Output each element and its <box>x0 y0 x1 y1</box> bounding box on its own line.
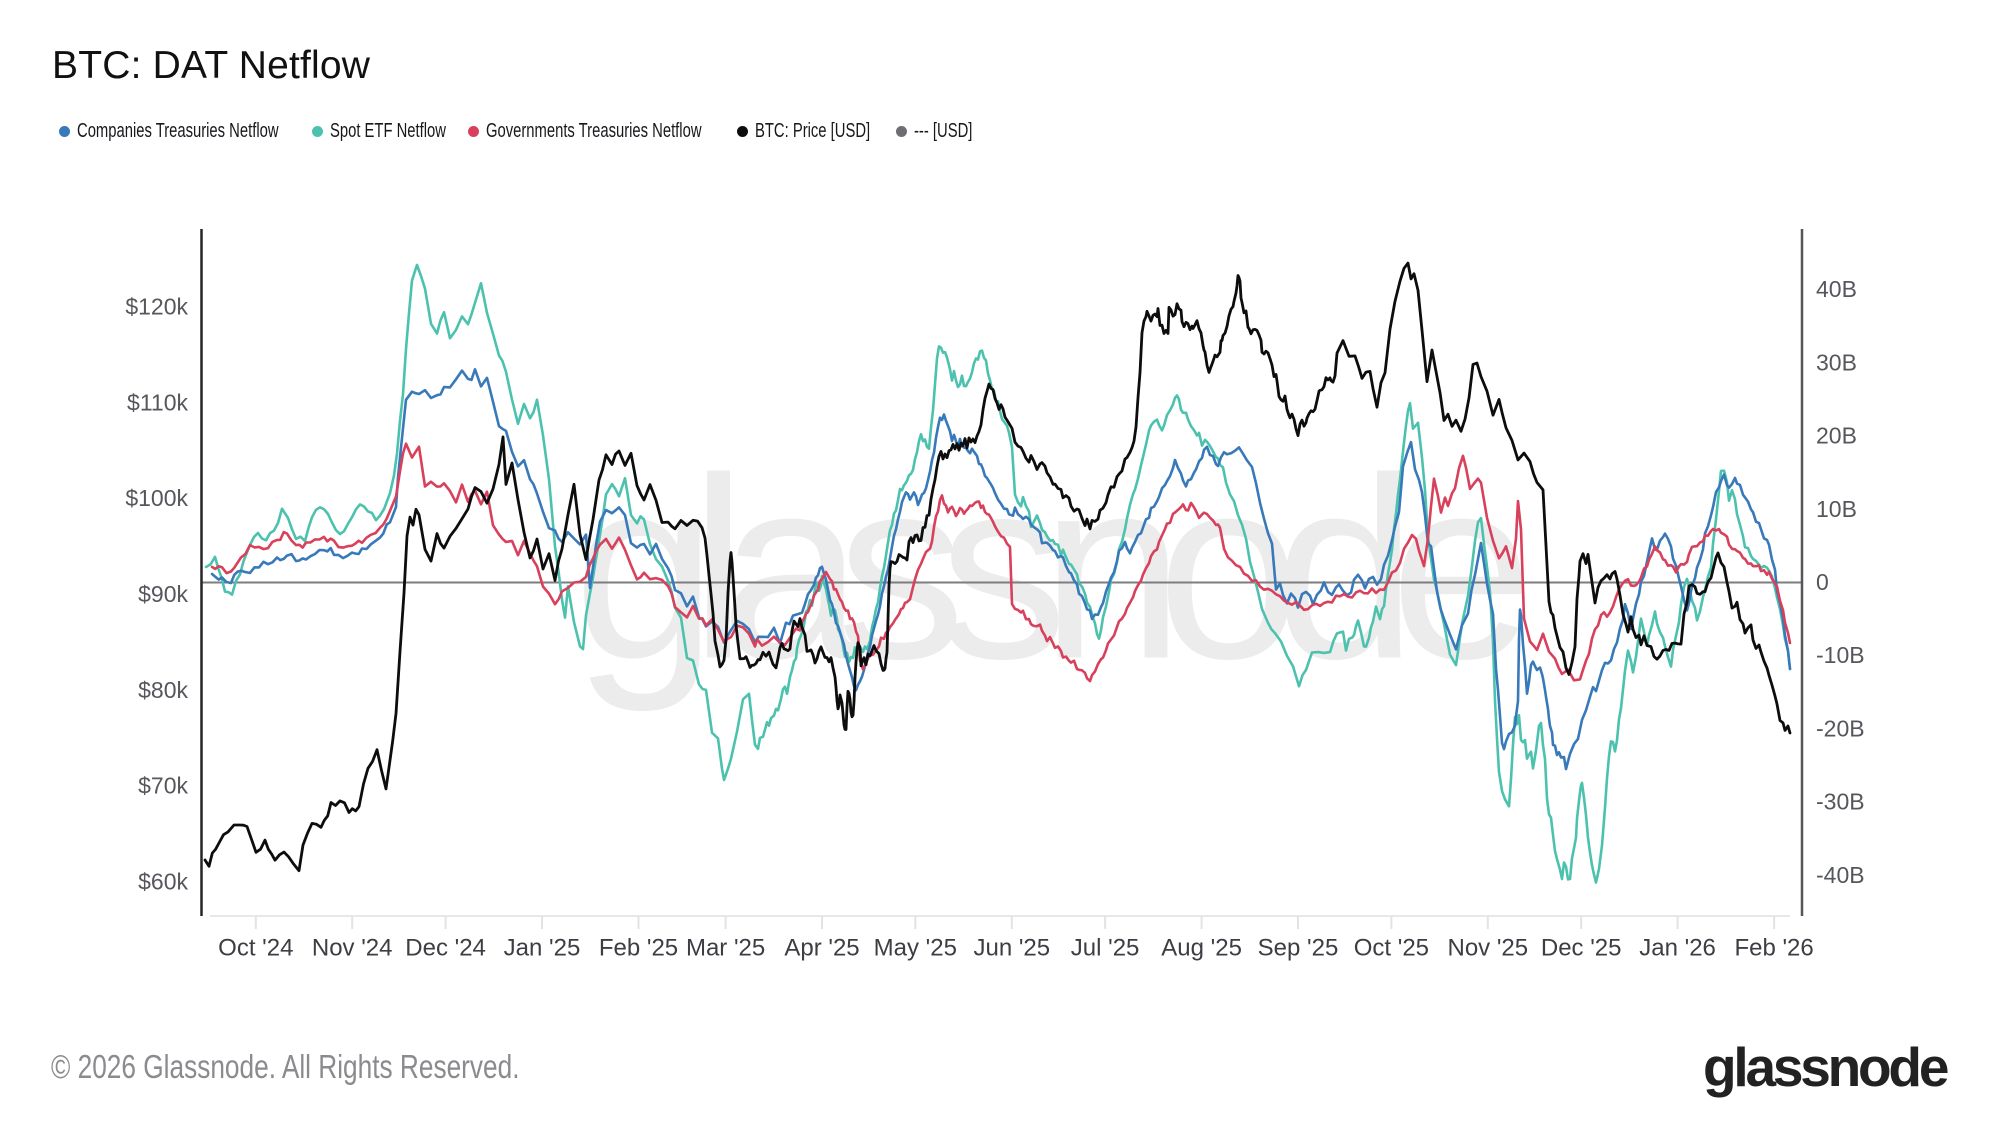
svg-text:Feb '26: Feb '26 <box>1734 935 1813 962</box>
svg-text:May '25: May '25 <box>874 935 957 962</box>
svg-text:-20B: -20B <box>1816 715 1865 741</box>
svg-text:Sep '25: Sep '25 <box>1258 935 1339 962</box>
svg-text:$60k: $60k <box>138 869 188 895</box>
svg-text:Dec '24: Dec '24 <box>405 935 486 962</box>
svg-text:Jul '25: Jul '25 <box>1071 935 1140 962</box>
svg-text:40B: 40B <box>1816 276 1857 302</box>
svg-text:Oct '25: Oct '25 <box>1354 935 1429 962</box>
svg-text:$70k: $70k <box>138 773 188 799</box>
svg-text:Apr '25: Apr '25 <box>784 935 859 962</box>
svg-text:Mar '25: Mar '25 <box>686 935 765 962</box>
svg-text:-40B: -40B <box>1816 862 1865 888</box>
svg-text:Jan '26: Jan '26 <box>1639 935 1716 962</box>
svg-text:20B: 20B <box>1816 423 1857 449</box>
svg-text:Dec '25: Dec '25 <box>1541 935 1622 962</box>
svg-text:$120k: $120k <box>125 294 188 320</box>
svg-text:$80k: $80k <box>138 677 188 703</box>
svg-text:Aug '25: Aug '25 <box>1161 935 1242 962</box>
svg-text:Oct '24: Oct '24 <box>218 935 293 962</box>
svg-text:$100k: $100k <box>125 485 188 511</box>
svg-text:Feb '25: Feb '25 <box>599 935 678 962</box>
svg-text:-10B: -10B <box>1816 642 1865 668</box>
svg-text:Jun '25: Jun '25 <box>973 935 1050 962</box>
svg-text:10B: 10B <box>1816 496 1857 522</box>
svg-text:$110k: $110k <box>127 389 188 415</box>
svg-text:Jan '25: Jan '25 <box>504 935 581 962</box>
svg-text:Nov '25: Nov '25 <box>1447 935 1528 962</box>
svg-text:-30B: -30B <box>1816 789 1865 815</box>
svg-text:$90k: $90k <box>138 581 188 607</box>
svg-text:0: 0 <box>1816 569 1829 595</box>
svg-text:30B: 30B <box>1816 349 1857 375</box>
svg-text:Nov '24: Nov '24 <box>312 935 393 962</box>
